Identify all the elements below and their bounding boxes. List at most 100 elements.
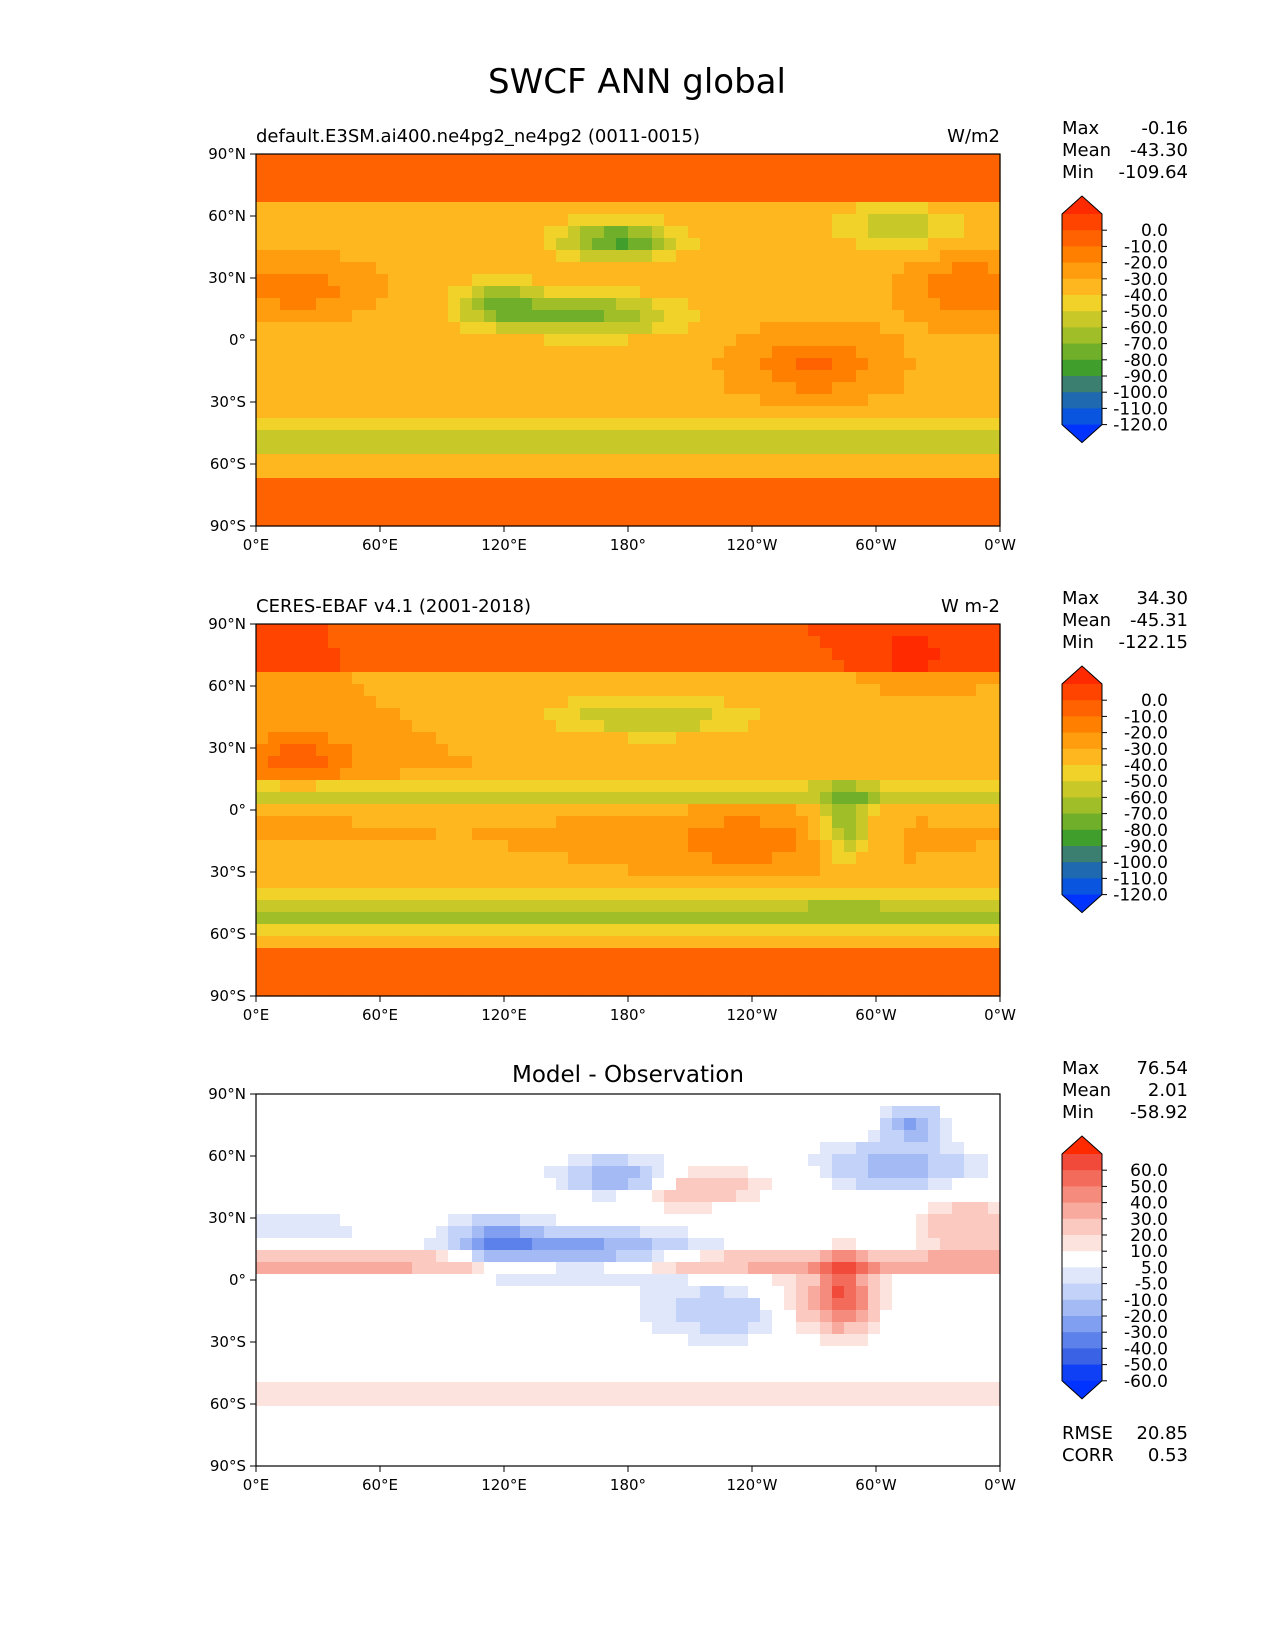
map-cell — [904, 502, 917, 515]
map-cell — [628, 1190, 641, 1203]
map-cell — [628, 370, 641, 383]
map-cell — [580, 1130, 593, 1143]
map-cell — [820, 816, 833, 829]
map-cell — [832, 756, 845, 769]
map-cell — [688, 202, 701, 215]
map-cell — [844, 382, 857, 395]
map-cell — [832, 780, 845, 793]
map-cell — [736, 226, 749, 239]
map-cell — [724, 888, 737, 901]
map-cell — [484, 442, 497, 455]
map-cell — [424, 346, 437, 359]
map-cell — [712, 1106, 725, 1119]
map-cell — [280, 454, 293, 467]
map-cell — [736, 1130, 749, 1143]
map-cell — [556, 190, 569, 203]
map-cell — [676, 828, 689, 841]
colorbar-tick-label: -20.0 — [1124, 724, 1168, 744]
map-cell — [508, 442, 521, 455]
map-cell — [892, 888, 905, 901]
map-cell — [352, 418, 365, 431]
map-cell — [748, 370, 761, 383]
map-cell — [508, 1214, 521, 1227]
map-cell — [376, 756, 389, 769]
map-cell — [904, 1154, 917, 1167]
map-cell — [676, 358, 689, 371]
map-cell — [628, 214, 641, 227]
map-cell — [412, 1106, 425, 1119]
map-cell — [916, 624, 929, 637]
map-cell — [520, 346, 533, 359]
map-cell — [892, 178, 905, 191]
map-cell — [568, 684, 581, 697]
colorbar-tick-label: -60.0 — [1124, 318, 1168, 338]
map-cell — [748, 768, 761, 781]
map-cell — [928, 1226, 941, 1239]
map-cell — [376, 636, 389, 649]
map-cell — [544, 948, 557, 961]
map-cell — [640, 394, 653, 407]
map-cell — [256, 478, 269, 491]
map-cell — [412, 1202, 425, 1215]
map-cell — [412, 1094, 425, 1107]
map-cell — [688, 418, 701, 431]
map-cell — [400, 1106, 413, 1119]
map-cell — [964, 1130, 977, 1143]
map-cell — [304, 370, 317, 383]
map-cell — [556, 514, 569, 527]
map-cell — [916, 250, 929, 263]
map-cell — [472, 936, 485, 949]
map-cell — [376, 732, 389, 745]
map-cell — [652, 804, 665, 817]
map-cell — [556, 816, 569, 829]
map-cell — [412, 202, 425, 215]
map-cell — [400, 154, 413, 167]
map-cell — [988, 202, 1001, 215]
map-cell — [784, 1142, 797, 1155]
map-cell — [328, 660, 341, 673]
map-cell — [580, 804, 593, 817]
map-cell — [700, 840, 713, 853]
map-cell — [988, 1118, 1001, 1131]
map-cell — [556, 828, 569, 841]
map-cell — [352, 960, 365, 973]
map-cell — [868, 780, 881, 793]
map-cell — [520, 780, 533, 793]
map-cell — [784, 466, 797, 479]
map-cell — [664, 984, 677, 997]
map-cell — [760, 166, 773, 179]
map-cell — [328, 178, 341, 191]
map-cell — [988, 1202, 1001, 1215]
map-cell — [460, 394, 473, 407]
map-cell — [808, 696, 821, 709]
map-cell — [268, 310, 281, 323]
map-cell — [688, 478, 701, 491]
map-cell — [712, 1238, 725, 1251]
map-cell — [400, 250, 413, 263]
map-cell — [268, 502, 281, 515]
map-cell — [772, 1094, 785, 1107]
figure-title: SWCF ANN global — [488, 62, 786, 102]
map-cell — [808, 684, 821, 697]
map-cell — [952, 286, 965, 299]
map-cell — [784, 972, 797, 985]
map-cell — [796, 178, 809, 191]
map-cell — [700, 334, 713, 347]
map-cell — [400, 828, 413, 841]
map-cell — [640, 960, 653, 973]
map-cell — [808, 948, 821, 961]
map-cell — [724, 984, 737, 997]
map-cell — [856, 514, 869, 527]
map-cell — [880, 1250, 893, 1263]
map-cell — [340, 1274, 353, 1287]
map-cell — [988, 696, 1001, 709]
map-cell — [484, 1274, 497, 1287]
map-cell — [664, 840, 677, 853]
map-cell — [292, 1226, 305, 1239]
map-cell — [436, 490, 449, 503]
map-cell — [532, 624, 545, 637]
map-cell — [820, 370, 833, 383]
map-cell — [568, 960, 581, 973]
map-cell — [928, 1118, 941, 1131]
map-cell — [832, 1094, 845, 1107]
